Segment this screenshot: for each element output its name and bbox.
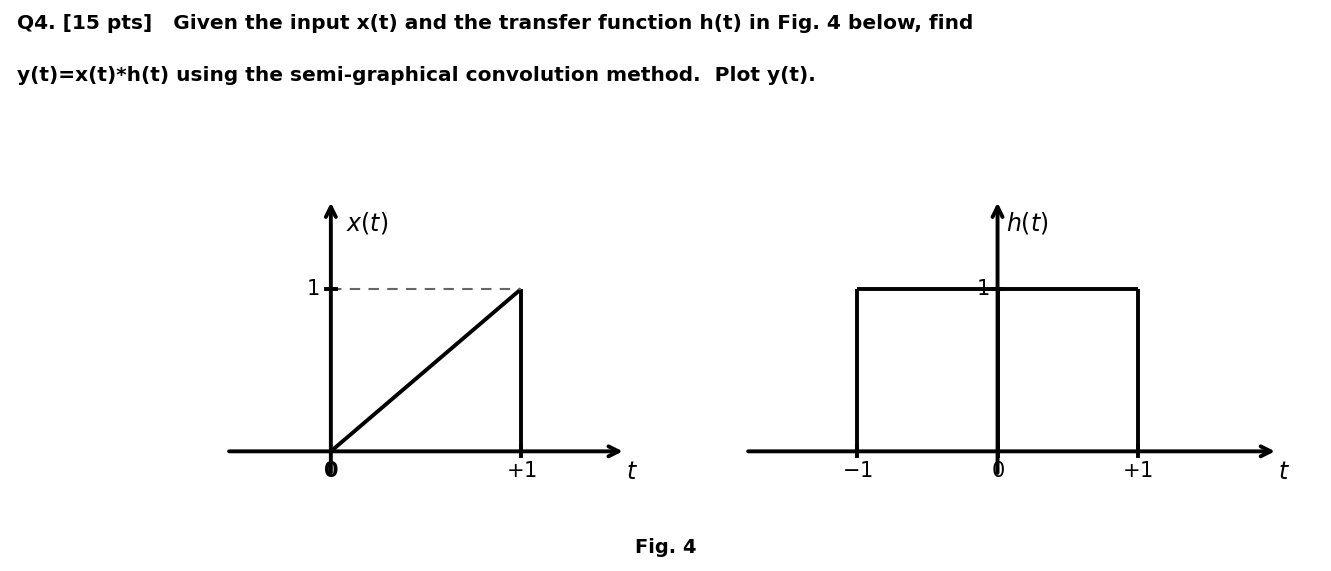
Text: 0: 0 [323, 461, 338, 481]
Text: $t$: $t$ [626, 460, 638, 484]
Text: Fig. 4: Fig. 4 [635, 538, 696, 557]
Text: $1$: $1$ [976, 279, 989, 299]
Text: $x(t)$: $x(t)$ [346, 210, 389, 236]
Text: $h(t)$: $h(t)$ [1006, 210, 1049, 236]
Text: $1$: $1$ [306, 279, 319, 299]
Text: $-1$: $-1$ [843, 461, 873, 481]
Text: $t$: $t$ [1278, 460, 1290, 484]
Text: $+1$: $+1$ [506, 461, 536, 481]
Text: $+1$: $+1$ [1122, 461, 1153, 481]
Text: $0$: $0$ [990, 461, 1005, 481]
Text: y(t)=x(t)*h(t) using the semi-graphical convolution method.  Plot y(t).: y(t)=x(t)*h(t) using the semi-graphical … [17, 66, 816, 85]
Text: Q4. [15 pts]   Given the input x(t) and the transfer function h(t) in Fig. 4 bel: Q4. [15 pts] Given the input x(t) and th… [17, 14, 974, 33]
